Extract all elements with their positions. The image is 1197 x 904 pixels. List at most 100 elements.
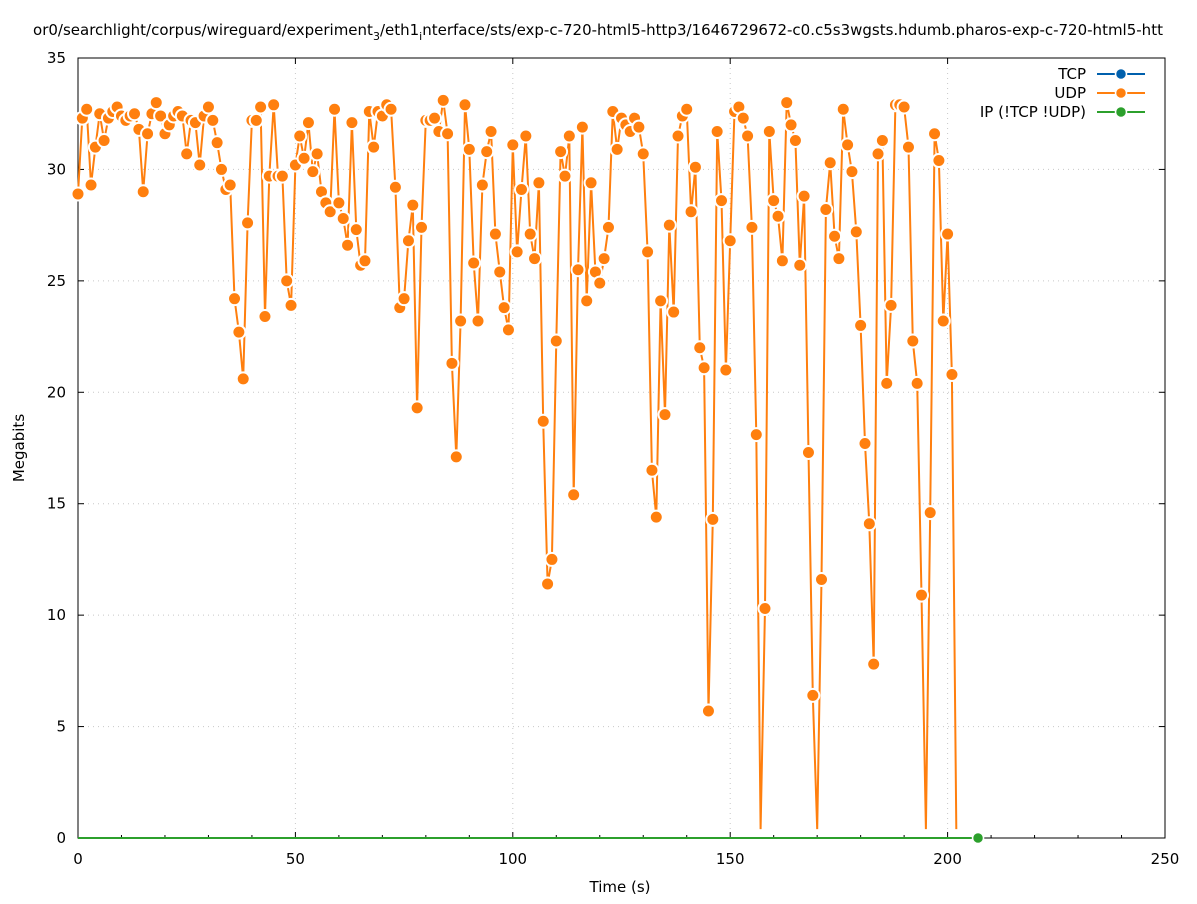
data-point (127, 106, 143, 122)
data-point (822, 155, 838, 171)
grid (78, 58, 1165, 838)
data-point (914, 587, 930, 603)
data-point (840, 137, 856, 153)
data-point (257, 309, 273, 325)
data-point (527, 251, 543, 267)
data-point (670, 128, 686, 144)
data-point (874, 132, 890, 148)
data-point (227, 291, 243, 307)
data-point (413, 219, 429, 235)
x-tick-label: 100 (498, 850, 527, 868)
data-point (640, 244, 656, 260)
data-point (722, 233, 738, 249)
data-point (344, 115, 360, 131)
data-point (735, 110, 751, 126)
data-point (135, 184, 151, 200)
data-point (740, 128, 756, 144)
data-point (561, 128, 577, 144)
data-point (205, 112, 221, 128)
data-point (944, 366, 960, 382)
data-point (566, 487, 582, 503)
data-point (231, 324, 247, 340)
legend-marker (1114, 86, 1128, 100)
data-point (300, 115, 316, 131)
data-point (696, 360, 712, 376)
data-point (766, 193, 782, 209)
data-point (448, 449, 464, 465)
data-point (861, 516, 877, 532)
data-point (548, 333, 564, 349)
data-point (879, 375, 895, 391)
series-layer (70, 92, 985, 845)
data-point (279, 273, 295, 289)
data-point (253, 99, 269, 115)
data-point (971, 831, 985, 845)
y-tick-label: 30 (47, 160, 66, 178)
data-point (900, 139, 916, 155)
data-point (348, 222, 364, 238)
y-axis-label: Megabits (10, 414, 28, 482)
data-point (844, 164, 860, 180)
data-point (700, 703, 716, 719)
data-point (340, 237, 356, 253)
x-tick-label: 200 (933, 850, 962, 868)
data-point (531, 175, 547, 191)
data-point (505, 137, 521, 153)
data-point (870, 146, 886, 162)
data-point (474, 177, 490, 193)
data-point (827, 228, 843, 244)
data-point (140, 126, 156, 142)
plot-border (77, 57, 1166, 839)
legend-marker (1114, 67, 1128, 81)
data-point (509, 244, 525, 260)
data-point (444, 355, 460, 371)
data-point (818, 202, 834, 218)
data-point (666, 304, 682, 320)
data-point (179, 146, 195, 162)
data-point (609, 141, 625, 157)
data-point (922, 505, 938, 521)
data-point (927, 126, 943, 142)
data-point (305, 164, 321, 180)
data-point (883, 297, 899, 313)
data-point (409, 400, 425, 416)
data-point (400, 233, 416, 249)
legend-label: UDP (1054, 84, 1086, 102)
data-point (248, 112, 264, 128)
data-point (500, 322, 516, 338)
data-point (644, 462, 660, 478)
data-point (783, 117, 799, 133)
x-tick-label: 150 (716, 850, 745, 868)
data-point (574, 119, 590, 135)
y-tick-label: 35 (47, 49, 66, 67)
data-point (648, 509, 664, 525)
data-point (470, 313, 486, 329)
data-point (635, 146, 651, 162)
data-point (79, 101, 95, 117)
data-point (331, 195, 347, 211)
data-point (322, 204, 338, 220)
data-point (857, 436, 873, 452)
data-point (940, 226, 956, 242)
x-tick-label: 0 (73, 850, 83, 868)
x-tick-label: 50 (286, 850, 305, 868)
y-tick-label: 5 (56, 718, 66, 736)
data-point (896, 99, 912, 115)
data-point (327, 101, 343, 117)
data-point (544, 551, 560, 567)
x-tick-label: 250 (1151, 850, 1180, 868)
data-point (831, 251, 847, 267)
data-point (518, 128, 534, 144)
data-point (761, 124, 777, 140)
data-point (779, 95, 795, 111)
data-point (435, 92, 451, 108)
data-point (800, 444, 816, 460)
data-point (553, 144, 569, 160)
data-point (487, 226, 503, 242)
data-point (235, 371, 251, 387)
data-point (796, 188, 812, 204)
data-point (792, 257, 808, 273)
data-point (683, 204, 699, 220)
